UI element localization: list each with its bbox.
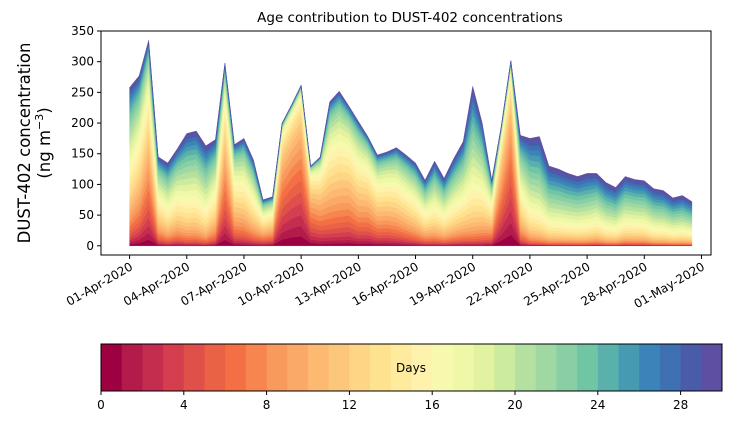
colorbar-tick-label: 24: [590, 398, 605, 412]
colorbar-tick-label: 8: [263, 398, 271, 412]
colorbar-bin-1: [121, 344, 143, 391]
colorbar-frame: [100, 343, 723, 392]
colorbar-bin-29: [701, 344, 723, 391]
y-tick-label: 50: [79, 208, 94, 222]
y-axis-label-line1: DUST-402 concentration: [15, 43, 34, 244]
y-axis-ticks: 0 50 100 150 200 250 300 350: [71, 24, 101, 253]
x-axis-ticks: 01-Apr-202004-Apr-202007-Apr-202010-Apr-…: [64, 255, 707, 311]
colorbar-bin-8: [266, 344, 288, 391]
area-layer-day-29: [129, 40, 693, 204]
colorbar-bin-19: [494, 344, 516, 391]
colorbar-bin-14: [390, 344, 412, 391]
stacked-areas: [129, 40, 693, 246]
colorbar-bin-10: [308, 344, 330, 391]
colorbar-bin-25: [618, 344, 640, 391]
y-tick-label: 200: [71, 116, 94, 130]
colorbar-bin-0: [101, 344, 123, 391]
colorbar-bin-13: [370, 344, 392, 391]
colorbar-tick-label: 4: [180, 398, 188, 412]
colorbar-bin-18: [473, 344, 495, 391]
colorbar: [101, 344, 723, 391]
y-tick-label: 300: [71, 55, 94, 69]
colorbar-bin-7: [245, 344, 268, 391]
y-axis-label-close: ): [35, 107, 54, 113]
colorbar-bin-2: [142, 344, 164, 391]
colorbar-bin-6: [225, 344, 247, 391]
colorbar-bin-22: [556, 344, 578, 391]
colorbar-label: Days: [396, 361, 426, 375]
colorbar-bin-16: [432, 344, 454, 391]
y-axis-label: DUST-402 concentration (ng m−3): [15, 43, 54, 244]
colorbar-tick-label: 16: [425, 398, 440, 412]
colorbar-bin-9: [287, 344, 309, 391]
y-tick-label: 350: [71, 24, 94, 38]
y-tick-label: 0: [86, 239, 94, 253]
y-axis-label-line2: (ng m−3): [33, 107, 54, 178]
colorbar-tick-label: 0: [97, 398, 105, 412]
colorbar-bin-21: [535, 344, 557, 391]
y-axis-label-unit: (ng m: [35, 130, 54, 179]
colorbar-bin-20: [515, 344, 537, 391]
colorbar-bin-5: [204, 344, 226, 391]
y-tick-label: 150: [71, 147, 94, 161]
y-tick-label: 250: [71, 85, 94, 99]
plot-frame: [100, 30, 712, 256]
chart-title: Age contribution to DUST-402 concentrati…: [257, 10, 563, 26]
colorbar-tick-label: 20: [507, 398, 522, 412]
colorbar-ticks: 0 4 8 12 16 20 24 28: [97, 391, 688, 412]
colorbar-bin-24: [597, 344, 619, 391]
colorbar-bin-28: [680, 344, 702, 391]
y-tick-label: 100: [71, 177, 94, 191]
colorbar-bin-4: [183, 344, 205, 391]
colorbar-bin-3: [163, 344, 185, 391]
colorbar-tick-label: 12: [342, 398, 357, 412]
y-axis-label-exponent: −3: [33, 114, 46, 130]
colorbar-tick-label: 28: [673, 398, 688, 412]
colorbar-bin-15: [411, 344, 433, 391]
colorbar-bin-17: [452, 344, 475, 391]
colorbar-bin-11: [328, 344, 350, 391]
colorbar-bin-12: [349, 344, 371, 391]
colorbar-bin-26: [639, 344, 661, 391]
colorbar-bin-23: [577, 344, 599, 391]
colorbar-bin-27: [659, 344, 682, 391]
